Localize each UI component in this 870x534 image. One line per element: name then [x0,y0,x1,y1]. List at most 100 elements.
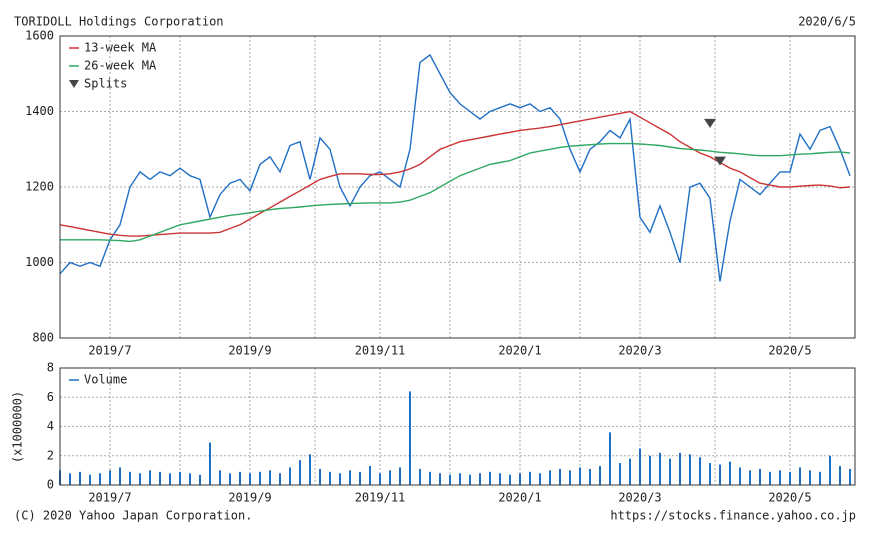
legend-label: 26-week MA [84,59,157,73]
split-marker [714,156,726,166]
volume-bar [509,474,511,485]
source-url: https://stocks.finance.yahoo.co.jp [610,509,856,523]
volume-bar [319,468,321,485]
x-tick-label: 2019/11 [355,491,406,505]
y-tick-label: 8 [47,361,54,375]
volume-bar [529,471,531,485]
chart-date: 2020/6/5 [798,15,856,29]
volume-bar [489,471,491,485]
volume-bar [449,474,451,485]
volume-bar [749,470,751,485]
legend-label: 13-week MA [84,41,157,55]
volume-bar [819,471,821,485]
volume-bar [609,432,611,485]
volume-bar [479,473,481,485]
x-tick-label: 2019/11 [355,344,406,358]
volume-bar [179,471,181,485]
volume-bar [729,461,731,485]
volume-bar [589,468,591,485]
plot-frame [59,35,856,339]
volume-bar [619,463,621,485]
volume-bar [739,467,741,485]
volume-bar [99,473,101,485]
volume-bar [299,460,301,485]
y-tick-label: 800 [32,331,54,345]
y-tick-label: 4 [47,419,54,433]
volume-bar [539,473,541,485]
volume-bar [849,468,851,485]
volume-bar [699,457,701,485]
x-tick-label: 2019/7 [88,344,131,358]
y-tick-label: 6 [47,390,54,404]
volume-bar [279,473,281,485]
legend-label: Volume [84,373,127,387]
volume-bar [389,470,391,485]
legend-label: Splits [84,77,127,91]
volume-bar [549,470,551,485]
volume-bar [639,448,641,485]
volume-bar [139,473,141,485]
volume-bar [409,391,411,485]
volume-bar [229,473,231,485]
x-tick-label: 2020/1 [498,491,541,505]
volume-bar [419,468,421,485]
volume-bar [379,473,381,485]
y-tick-label: 1000 [25,255,54,269]
volume-bar [559,468,561,485]
volume-bar [399,467,401,485]
volume-bar [309,454,311,485]
y-tick-label: 1400 [25,104,54,118]
volume-bar [289,467,291,485]
volume-bar [169,473,171,485]
y-axis-label: (x1000000) [11,391,25,463]
volume-bar [469,474,471,485]
volume-bar [239,471,241,485]
x-tick-label: 2020/5 [768,491,811,505]
volume-bar [579,467,581,485]
volume-bar [519,473,521,485]
volume-bar [669,458,671,485]
volume-bar [199,474,201,485]
volume-bar [149,470,151,485]
volume-bar [339,473,341,485]
volume-bar [599,465,601,485]
volume-bar [499,473,501,485]
volume-bar [349,470,351,485]
volume-bar [259,471,261,485]
volume-bar [189,473,191,485]
volume-bar [269,470,271,485]
volume-bar [649,455,651,485]
legend-marker [69,80,79,88]
volume-bar [79,471,81,485]
volume-bar [249,473,251,485]
volume-bar [129,471,131,485]
volume-bar [89,474,91,485]
price-line [59,53,851,282]
volume-bar [109,470,111,485]
volume-bar [119,467,121,485]
x-tick-label: 2019/7 [88,491,131,505]
volume-bar [659,452,661,485]
volume-bar [159,471,161,485]
volume-bar [799,467,801,485]
volume-bar [629,458,631,485]
volume-bar [439,473,441,485]
copyright: (C) 2020 Yahoo Japan Corporation. [14,509,252,523]
x-tick-label: 2020/1 [498,344,541,358]
volume-bar [789,471,791,485]
volume-bar [69,473,71,485]
price-line [60,142,851,243]
y-tick-label: 1200 [25,180,54,194]
volume-bar [779,470,781,485]
volume-bar [679,452,681,485]
volume-bar [219,470,221,485]
plot-frame [59,367,856,486]
x-tick-label: 2020/5 [768,344,811,358]
y-tick-label: 0 [47,478,54,492]
volume-bar [569,470,571,485]
volume-bar [369,465,371,485]
volume-bar [719,464,721,485]
chart-title: TORIDOLL Holdings Corporation [14,15,224,29]
volume-bar [759,468,761,485]
y-tick-label: 2 [47,448,54,462]
